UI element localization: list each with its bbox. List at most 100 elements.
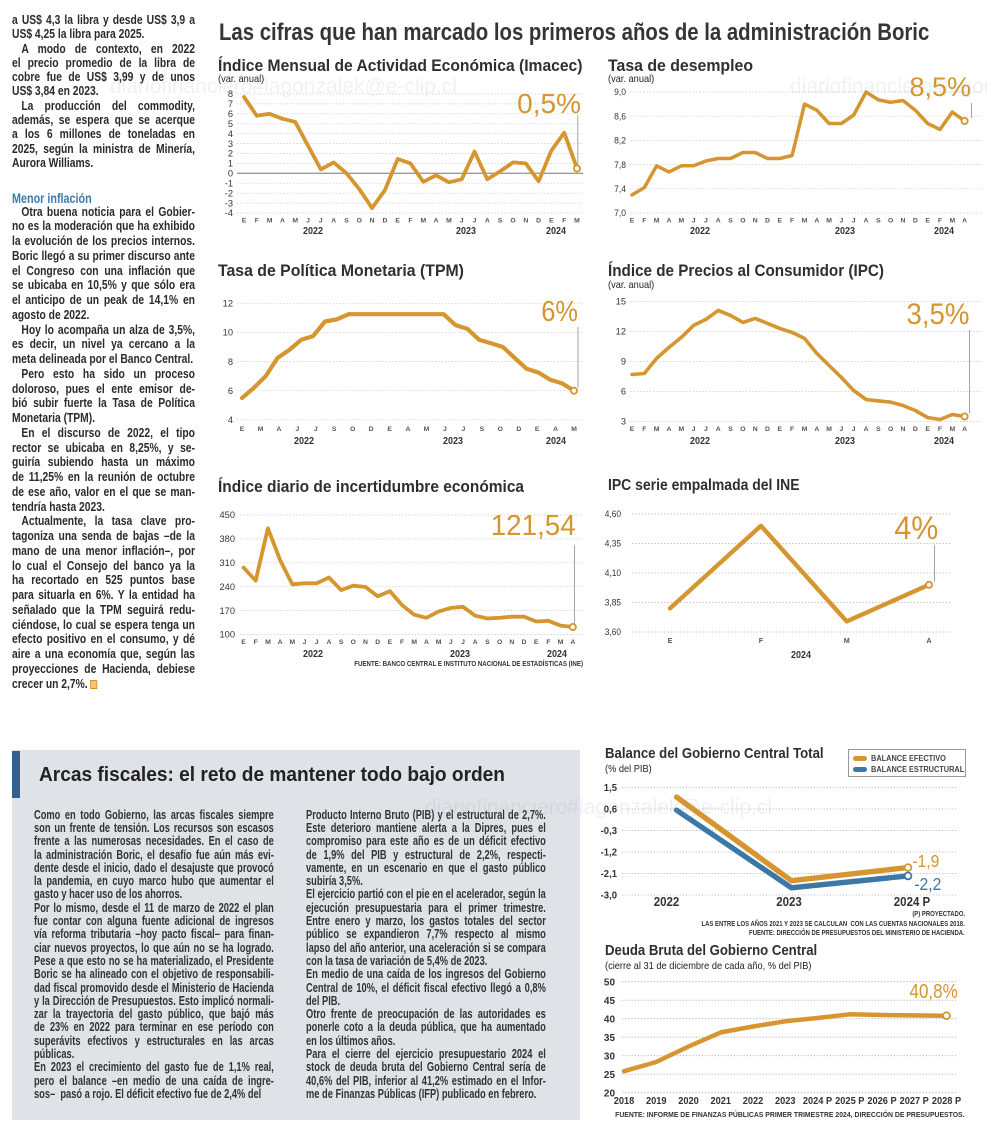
svg-text:E: E [395, 218, 400, 225]
svg-text:2022: 2022 [303, 649, 323, 661]
svg-text:F: F [400, 639, 404, 646]
svg-text:50: 50 [604, 977, 615, 988]
svg-text:4,10: 4,10 [605, 568, 621, 579]
svg-text:3: 3 [621, 417, 626, 427]
svg-text:2023: 2023 [775, 1096, 796, 1108]
svg-text:0: 0 [228, 169, 233, 179]
svg-text:M: M [289, 639, 295, 646]
svg-text:30: 30 [604, 1051, 615, 1062]
svg-text:2024: 2024 [791, 650, 812, 662]
svg-text:9: 9 [621, 357, 626, 367]
svg-text:A: A [814, 426, 819, 433]
svg-text:7: 7 [228, 99, 233, 109]
svg-text:D: D [522, 639, 527, 646]
svg-text:2026 P: 2026 P [867, 1096, 897, 1108]
svg-text:40: 40 [604, 1014, 615, 1025]
svg-text:A: A [814, 218, 819, 225]
svg-text:F: F [790, 426, 794, 433]
svg-text:15: 15 [616, 297, 626, 307]
svg-text:M: M [949, 218, 955, 225]
svg-text:450: 450 [219, 510, 235, 520]
svg-text:D: D [765, 218, 770, 225]
svg-text:F: F [938, 426, 942, 433]
svg-text:J: J [443, 426, 447, 433]
svg-text:D: D [913, 218, 918, 225]
svg-text:M: M [265, 639, 271, 646]
svg-text:A: A [962, 426, 967, 433]
svg-text:J: J [840, 426, 844, 433]
svg-text:F: F [562, 218, 566, 225]
svg-text:J: J [460, 218, 464, 225]
svg-text:O: O [510, 218, 515, 225]
svg-text:A: A [276, 426, 281, 433]
svg-text:2025 P: 2025 P [835, 1096, 865, 1108]
svg-text:-3: -3 [225, 198, 233, 208]
svg-text:6: 6 [228, 386, 233, 396]
svg-text:2021: 2021 [711, 1096, 732, 1108]
svg-text:2024: 2024 [934, 436, 955, 448]
svg-text:2023: 2023 [450, 649, 470, 661]
svg-text:2024: 2024 [934, 226, 955, 238]
svg-text:M: M [949, 426, 955, 433]
svg-text:F: F [759, 636, 764, 645]
svg-text:D: D [765, 426, 770, 433]
svg-text:M: M [802, 426, 808, 433]
svg-text:J: J [692, 218, 696, 225]
svg-text:E: E [925, 218, 930, 225]
svg-text:O: O [357, 218, 362, 225]
svg-text:-0,3: -0,3 [601, 826, 618, 837]
svg-text:O: O [497, 639, 502, 646]
svg-text:A: A [926, 636, 931, 645]
svg-text:-2,1: -2,1 [601, 869, 618, 880]
svg-text:10: 10 [223, 328, 233, 338]
svg-text:-4: -4 [225, 208, 233, 218]
svg-text:A: A [553, 426, 558, 433]
svg-text:M: M [420, 218, 426, 225]
svg-text:S: S [728, 218, 733, 225]
svg-text:A: A [278, 639, 283, 646]
svg-text:J: J [704, 218, 708, 225]
svg-text:S: S [480, 426, 485, 433]
svg-text:S: S [498, 218, 503, 225]
svg-text:A: A [473, 639, 478, 646]
svg-text:2: 2 [228, 149, 233, 159]
svg-text:O: O [740, 218, 745, 225]
svg-text:S: S [344, 218, 349, 225]
svg-text:100: 100 [219, 630, 235, 640]
svg-text:2023: 2023 [835, 226, 855, 238]
svg-text:F: F [254, 639, 258, 646]
svg-text:240: 240 [219, 582, 235, 592]
svg-text:M: M [574, 218, 580, 225]
svg-text:M: M [654, 218, 660, 225]
svg-text:F: F [938, 218, 942, 225]
svg-text:J: J [840, 218, 844, 225]
svg-text:S: S [876, 426, 881, 433]
svg-text:2019: 2019 [646, 1096, 667, 1108]
svg-text:D: D [382, 218, 387, 225]
svg-text:2022: 2022 [743, 1096, 764, 1108]
svg-text:F: F [255, 218, 259, 225]
svg-text:M: M [411, 639, 417, 646]
svg-text:M: M [258, 426, 264, 433]
svg-text:A: A [667, 426, 672, 433]
svg-text:A: A [280, 218, 285, 225]
svg-text:A: A [864, 426, 869, 433]
svg-text:M: M [678, 426, 684, 433]
svg-text:3,60: 3,60 [605, 627, 621, 638]
svg-text:7,0: 7,0 [614, 208, 626, 218]
svg-text:2022: 2022 [654, 895, 680, 910]
svg-text:J: J [306, 218, 310, 225]
svg-text:J: J [449, 639, 453, 646]
svg-text:J: J [314, 426, 318, 433]
svg-text:S: S [332, 426, 337, 433]
svg-text:25: 25 [604, 1070, 615, 1081]
svg-text:2022: 2022 [690, 226, 710, 238]
svg-text:E: E [630, 218, 635, 225]
svg-text:M: M [558, 639, 564, 646]
svg-text:A: A [434, 218, 439, 225]
svg-text:310: 310 [219, 558, 235, 568]
svg-text:2024: 2024 [546, 436, 567, 448]
svg-text:6: 6 [621, 387, 626, 397]
svg-text:J: J [319, 218, 323, 225]
svg-text:O: O [888, 426, 893, 433]
